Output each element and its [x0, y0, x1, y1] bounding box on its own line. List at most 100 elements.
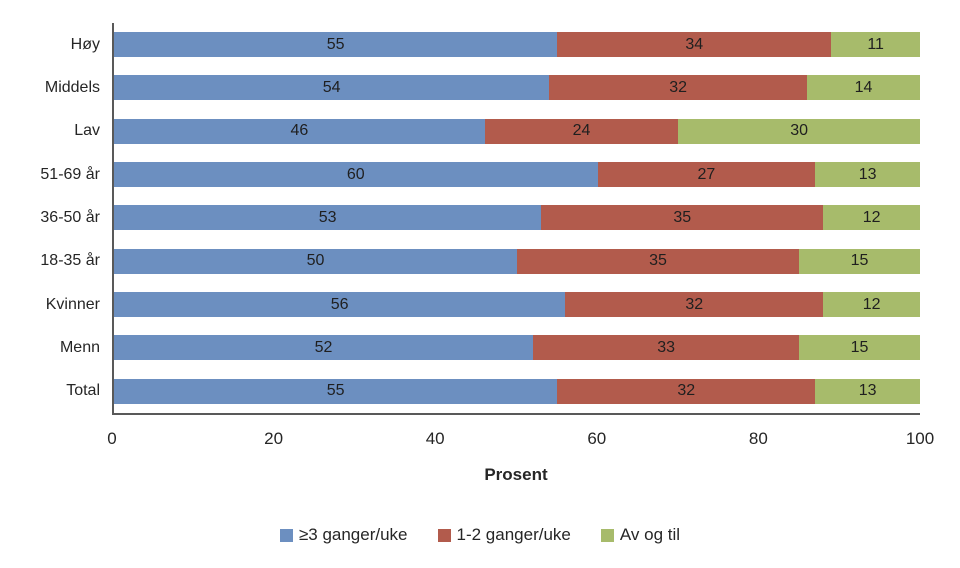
bar-segment: 54 — [114, 75, 550, 101]
x-axis-tick-label: 80 — [748, 429, 768, 448]
plot-area: Høy 55 34 11 Middels 54 32 14 Lav 46 24 30 51-69 år 6… — [40, 23, 920, 415]
bar-value-label: 13 — [858, 382, 877, 400]
bar-row: Kvinner 56 32 12 — [46, 283, 920, 326]
bar-segment: 30 — [678, 118, 920, 144]
legend-swatch — [437, 528, 451, 542]
bar-row: Total 55 32 13 — [66, 370, 920, 413]
bar-segment: 15 — [799, 335, 920, 361]
bar-value-label: 34 — [685, 35, 704, 53]
bar-row: Lav 46 24 30 — [74, 110, 920, 153]
x-axis-tick-label: 100 — [905, 429, 935, 448]
bar-segment: 32 — [557, 378, 816, 404]
bar-value-label: 15 — [850, 252, 869, 270]
bar-value-label: 54 — [322, 78, 341, 96]
category-label: 18-35 år — [40, 252, 100, 270]
bar-value-label: 33 — [657, 338, 675, 356]
bar-segment: 56 — [114, 292, 566, 318]
bar-track: 54 32 14 — [114, 75, 920, 101]
bar-segment: 60 — [114, 162, 598, 188]
legend-label: Av og til — [619, 525, 681, 544]
bar-segment: 52 — [114, 335, 534, 361]
category-label: Middels — [44, 78, 100, 96]
bar-value-label: 13 — [858, 165, 877, 183]
legend-label: ≥3 ganger/uke — [298, 525, 408, 544]
bar-value-label: 46 — [290, 122, 309, 140]
bar-segment: 27 — [597, 162, 816, 188]
bar-value-label: 53 — [318, 208, 337, 226]
bar-value-label: 30 — [790, 122, 808, 140]
bar-track: 46 24 30 — [114, 118, 920, 144]
bar-value-label: 32 — [685, 295, 704, 313]
bar-segment: 12 — [823, 205, 920, 231]
bar-segment: 50 — [114, 248, 517, 274]
bar-value-label: 32 — [677, 382, 696, 400]
bar-segment: 55 — [114, 32, 558, 58]
bar-value-label: 24 — [572, 122, 591, 140]
bar-track: 50 35 15 — [114, 248, 920, 274]
bar-segment: 13 — [815, 378, 920, 404]
category-label: Total — [66, 382, 100, 400]
bar-value-label: 56 — [330, 295, 349, 313]
category-label: Kvinner — [45, 295, 100, 313]
bar-row: 18-35 år 50 35 15 — [40, 240, 920, 283]
legend-swatch — [279, 528, 293, 542]
bar-segment: 33 — [533, 335, 800, 361]
bar-segment: 32 — [565, 292, 824, 318]
x-axis-ticks: 0 20 40 60 80 100 — [107, 429, 934, 452]
x-axis-tick-label: 40 — [425, 429, 445, 448]
bar-track: 55 34 11 — [114, 32, 920, 58]
bar-value-label: 60 — [346, 165, 365, 183]
bar-segment: 15 — [799, 248, 920, 274]
bar-segment: 53 — [114, 205, 542, 231]
bar-value-label: 35 — [673, 208, 692, 226]
bar-value-label: 55 — [326, 35, 345, 53]
legend-label: 1-2 ganger/uke — [456, 525, 571, 544]
bar-track: 60 27 13 — [114, 162, 920, 188]
bar-row: Middels 54 32 14 — [45, 66, 920, 109]
bar-segment: 11 — [831, 32, 920, 58]
x-axis-tick-label: 60 — [587, 429, 607, 448]
plot-rows: Høy 55 34 11 Middels 54 32 14 Lav 46 24 30 51-69 år 6… — [40, 23, 920, 413]
bar-row: Menn 52 33 15 — [60, 326, 920, 369]
legend-item: ≥3 ganger/uke — [279, 525, 408, 545]
bar-segment: 14 — [807, 75, 920, 101]
bar-segment: 34 — [557, 32, 832, 58]
category-label: Høy — [70, 35, 100, 53]
x-axis-tick-label: 0 — [107, 429, 117, 448]
bar-value-label: 32 — [669, 78, 688, 96]
bar-value-label: 12 — [862, 208, 881, 226]
category-label: Lav — [74, 122, 100, 140]
bar-row: Høy 55 34 11 — [71, 23, 920, 66]
x-axis-title: Prosent — [484, 465, 548, 484]
bar-segment: 55 — [114, 378, 558, 404]
bar-row: 51-69 år 60 27 13 — [40, 153, 920, 196]
bar-value-label: 50 — [306, 252, 325, 270]
legend-item: 1-2 ganger/uke — [437, 525, 571, 545]
bar-value-label: 15 — [850, 338, 869, 356]
bar-value-label: 35 — [649, 252, 667, 270]
bar-track: 53 35 12 — [114, 205, 920, 231]
bar-track: 55 32 13 — [114, 378, 920, 404]
legend: ≥3 ganger/uke 1-2 ganger/uke Av og til — [0, 525, 960, 545]
bar-segment: 12 — [823, 292, 920, 318]
bar-value-label: 11 — [867, 35, 884, 53]
bar-value-label: 27 — [697, 165, 716, 183]
category-label: 36-50 år — [40, 208, 100, 226]
x-axis-tick-label: 20 — [264, 429, 284, 448]
bar-segment: 24 — [484, 118, 679, 144]
category-label: 51-69 år — [40, 165, 100, 183]
bar-segment: 46 — [114, 118, 485, 144]
bar-segment: 35 — [541, 205, 824, 231]
bar-segment: 32 — [549, 75, 808, 101]
bar-track: 56 32 12 — [114, 292, 920, 318]
category-label: Menn — [59, 338, 100, 356]
bar-row: 36-50 år 53 35 12 — [40, 196, 920, 239]
bar-value-label: 52 — [314, 338, 333, 356]
bar-value-label: 12 — [862, 295, 881, 313]
legend-item: Av og til — [600, 525, 681, 545]
bar-track: 52 33 15 — [114, 335, 920, 361]
bar-value-label: 14 — [854, 78, 873, 96]
bar-value-label: 55 — [326, 382, 345, 400]
bar-segment: 13 — [815, 162, 920, 188]
